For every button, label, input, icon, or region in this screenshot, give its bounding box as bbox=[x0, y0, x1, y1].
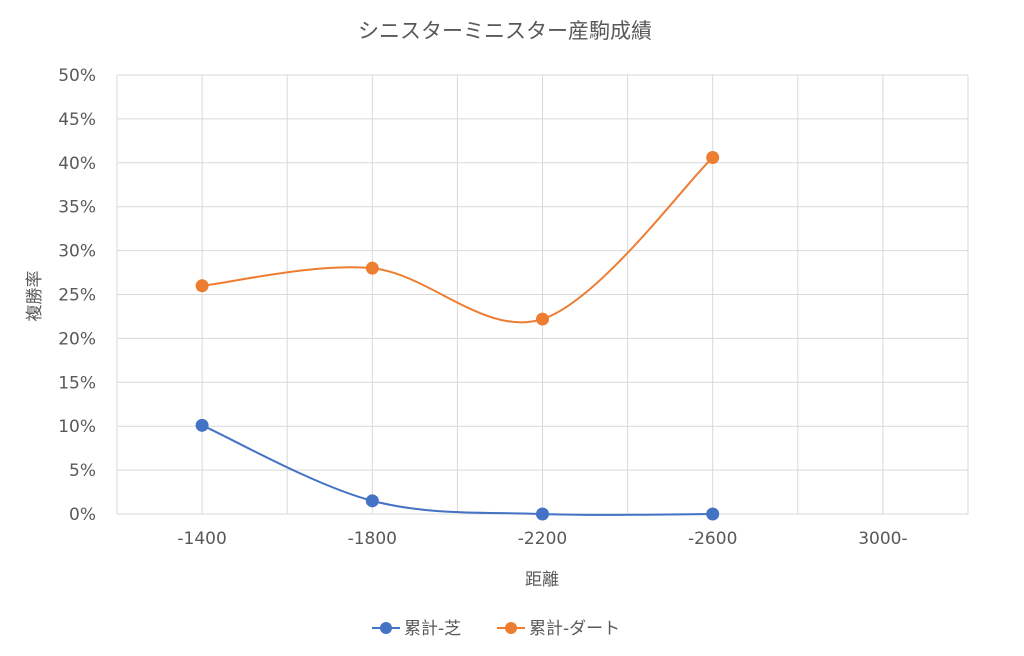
x-tick-label: -2200 bbox=[518, 529, 567, 549]
legend-label: 累計-ダート bbox=[529, 619, 620, 639]
x-tick-label: 3000- bbox=[858, 529, 907, 549]
legend-item: 累計-芝 bbox=[372, 619, 461, 639]
data-point bbox=[706, 151, 720, 165]
x-tick-label: -1400 bbox=[177, 529, 226, 549]
series-line bbox=[201, 156, 714, 324]
data-point bbox=[706, 507, 720, 521]
data-point bbox=[195, 418, 209, 432]
series-line bbox=[201, 424, 713, 516]
y-tick-label: 35% bbox=[58, 198, 96, 218]
y-tick-label: 10% bbox=[58, 417, 96, 437]
y-axis-tick-labels: 0% 5% 10% 15% 20% 25% 30% 35% 40% 45% 50% bbox=[58, 66, 96, 525]
x-axis-tick-labels: -1400 -1800 -2200 -2600 3000- bbox=[177, 529, 907, 549]
data-point bbox=[365, 261, 379, 275]
legend-marker bbox=[380, 622, 392, 634]
y-tick-label: 30% bbox=[58, 242, 96, 262]
legend-marker bbox=[505, 622, 517, 634]
legend-label: 累計-芝 bbox=[404, 619, 461, 639]
x-tick-label: -1800 bbox=[348, 529, 397, 549]
y-tick-label: 15% bbox=[58, 373, 96, 393]
chart-title: シニスターミニスター産駒成績 bbox=[358, 19, 652, 43]
y-tick-label: 5% bbox=[69, 461, 96, 481]
y-tick-label: 25% bbox=[58, 286, 96, 306]
y-tick-label: 20% bbox=[58, 329, 96, 349]
data-point bbox=[536, 507, 549, 521]
series-2 bbox=[195, 151, 720, 326]
y-axis-title: 複勝率 bbox=[25, 271, 45, 322]
legend: 累計-芝 累計-ダート bbox=[372, 619, 620, 639]
data-point bbox=[536, 312, 549, 326]
gridlines bbox=[116, 74, 969, 515]
y-tick-label: 50% bbox=[58, 66, 96, 86]
legend-item: 累計-ダート bbox=[497, 619, 620, 639]
data-point bbox=[195, 279, 209, 293]
x-tick-label: -2600 bbox=[688, 529, 737, 549]
data-point bbox=[365, 494, 379, 508]
y-tick-label: 40% bbox=[58, 154, 96, 174]
series-1 bbox=[195, 418, 720, 521]
y-tick-label: 0% bbox=[69, 505, 96, 525]
series bbox=[195, 151, 720, 521]
x-axis-title: 距離 bbox=[525, 570, 559, 590]
y-tick-label: 45% bbox=[58, 110, 96, 130]
